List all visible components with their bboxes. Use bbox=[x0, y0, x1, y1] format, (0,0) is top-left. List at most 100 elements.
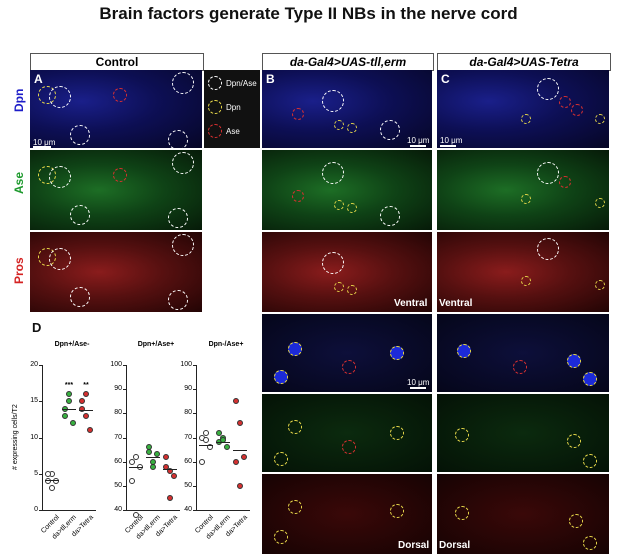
panel-b-dorsal-dpn: 10 μm bbox=[262, 314, 432, 392]
legend-label-ase: Ase bbox=[226, 127, 240, 136]
data-point bbox=[203, 436, 209, 443]
ring-ase bbox=[342, 440, 356, 454]
y-tick-label: 40 bbox=[184, 506, 192, 513]
y-axis bbox=[42, 365, 43, 510]
scale-bar bbox=[33, 146, 51, 148]
ring-dpn bbox=[390, 426, 404, 440]
ring-ase bbox=[113, 168, 127, 182]
data-point bbox=[207, 444, 213, 451]
data-point bbox=[66, 391, 72, 397]
y-tick bbox=[39, 401, 42, 403]
ring-dpn-ase bbox=[537, 162, 559, 184]
panel-label-c: C bbox=[441, 72, 450, 86]
ring-dpn bbox=[274, 530, 288, 544]
y-tick bbox=[123, 389, 126, 391]
panel-a-dpn: A 10 μm bbox=[30, 70, 202, 148]
data-point bbox=[87, 427, 93, 434]
ring-dpn-ase bbox=[172, 234, 194, 256]
data-point bbox=[79, 398, 85, 405]
y-tick bbox=[193, 365, 196, 366]
ring-dpn bbox=[457, 344, 471, 358]
ring-dpn-ase bbox=[380, 206, 400, 226]
panel-b-ase bbox=[262, 150, 432, 230]
header-control: Control bbox=[30, 53, 204, 71]
data-point bbox=[224, 444, 230, 451]
scale-label: 10 μm bbox=[407, 136, 430, 145]
scale-bar bbox=[410, 387, 426, 389]
legend-ring-ase bbox=[208, 124, 222, 138]
ring-ase bbox=[559, 96, 571, 108]
panel-b-pros: Ventral bbox=[262, 232, 432, 312]
y-tick-label: 70 bbox=[114, 433, 122, 441]
y-tick-label: 40 bbox=[114, 506, 122, 513]
panel-c-dorsal-dpn bbox=[437, 314, 609, 392]
y-tick bbox=[193, 485, 196, 487]
ring-dpn-ase bbox=[70, 125, 90, 145]
ring-dpn-ase bbox=[322, 162, 344, 184]
ring-dpn bbox=[288, 500, 302, 514]
header-tetra: da-Gal4>UAS-Tetra bbox=[437, 53, 611, 71]
data-point bbox=[146, 444, 152, 451]
data-point bbox=[79, 405, 85, 412]
panel-b-dorsal-pros: Dorsal bbox=[262, 474, 432, 554]
data-point bbox=[45, 470, 51, 477]
scale-bar bbox=[410, 145, 426, 147]
ring-dpn bbox=[288, 420, 302, 434]
data-point bbox=[133, 511, 139, 518]
y-tick-label: 90 bbox=[114, 385, 122, 393]
ring-dpn-ase bbox=[168, 130, 188, 148]
mean-line bbox=[233, 449, 247, 451]
panel-c-dorsal-ase bbox=[437, 394, 609, 472]
panel-a-pros bbox=[30, 232, 202, 312]
ring-dpn-ase bbox=[49, 166, 71, 188]
region-label-ventral: Ventral bbox=[394, 298, 428, 309]
y-tick bbox=[39, 510, 42, 511]
mean-line bbox=[163, 468, 177, 470]
y-tick-label: 60 bbox=[114, 457, 122, 465]
y-tick bbox=[193, 461, 196, 463]
ring-dpn bbox=[521, 194, 531, 204]
y-tick bbox=[193, 413, 196, 415]
ring-dpn bbox=[288, 342, 302, 356]
data-point bbox=[129, 458, 135, 465]
y-tick-label: 0 bbox=[34, 506, 38, 513]
y-axis bbox=[126, 365, 127, 510]
legend-ring-dpn bbox=[208, 100, 222, 114]
y-tick bbox=[39, 437, 42, 439]
y-tick bbox=[123, 437, 126, 439]
panel-c-dpn: C 10 μm bbox=[437, 70, 609, 148]
panel-c-ase bbox=[437, 150, 609, 230]
data-point bbox=[167, 468, 173, 475]
data-point bbox=[237, 482, 243, 489]
y-tick-label: 20 bbox=[30, 361, 38, 368]
scale-bar bbox=[440, 145, 456, 147]
ring-dpn-ase bbox=[322, 252, 344, 274]
significance-stars: *** bbox=[64, 382, 74, 389]
data-point bbox=[237, 420, 243, 426]
ring-ase bbox=[571, 104, 583, 116]
scale-label: 10 μm bbox=[33, 138, 56, 147]
ring-dpn-ase bbox=[380, 120, 400, 140]
ring-dpn-ase bbox=[168, 208, 188, 228]
ring-dpn-ase bbox=[172, 72, 194, 94]
ring-dpn-ase bbox=[537, 78, 559, 100]
ring-dpn bbox=[334, 120, 344, 130]
ring-dpn bbox=[455, 506, 469, 520]
panel-label-b: B bbox=[266, 72, 275, 86]
data-point bbox=[45, 478, 51, 484]
ring-dpn bbox=[569, 514, 583, 528]
y-tick bbox=[193, 389, 196, 391]
data-point bbox=[83, 412, 89, 419]
data-point bbox=[171, 473, 177, 480]
ring-ase bbox=[292, 108, 304, 120]
panel-b-dorsal-ase bbox=[262, 394, 432, 472]
data-point bbox=[70, 420, 76, 426]
ring-dpn bbox=[347, 123, 357, 133]
panel-b-dpn: B 10 μm bbox=[262, 70, 432, 148]
data-point bbox=[203, 429, 209, 436]
header-tll: da-Gal4>UAS-tll,erm bbox=[262, 53, 434, 71]
legend-label-dpn-ase: Dpn/Ase bbox=[226, 79, 257, 88]
data-point bbox=[233, 458, 239, 465]
ring-ase bbox=[342, 360, 356, 374]
significance-stars: ** bbox=[83, 382, 89, 389]
